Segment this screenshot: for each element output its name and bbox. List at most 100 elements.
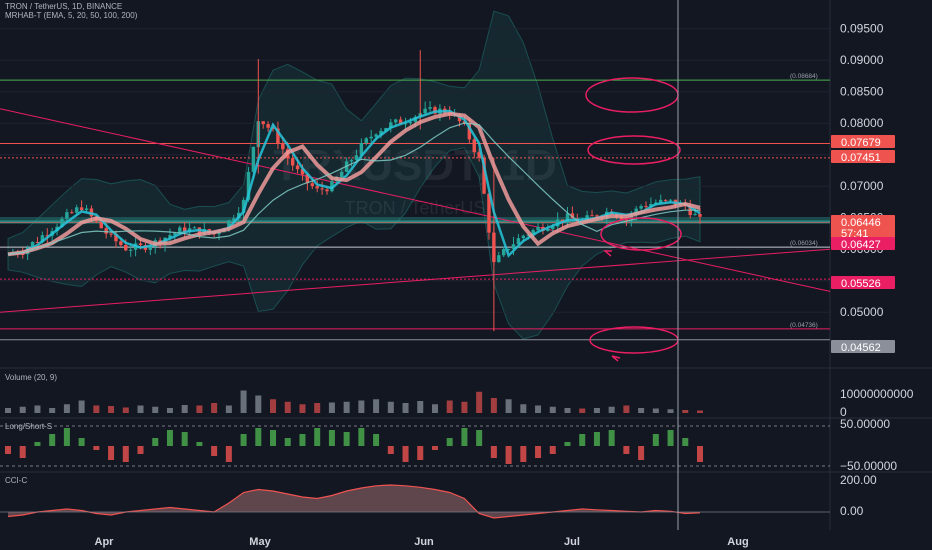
candle-body [168,235,172,238]
cci-title: CCI-C [5,476,27,485]
time-tick-label: Aug [727,536,748,548]
longshort-bar [667,430,674,446]
candle-body [320,188,324,190]
candle-body [428,107,432,109]
ema-fast [7,109,701,258]
longshort-bar [608,430,615,446]
candle-body [423,108,427,114]
longshort-bar [535,446,542,458]
candle-body [192,227,197,229]
candle-body [45,235,49,237]
candle-body [536,227,540,231]
volume-bar [93,405,100,413]
candle-body [271,127,275,129]
longshort-bar [152,438,159,446]
longshort-title: Long/Short-S [5,422,52,431]
candle-body [246,171,251,200]
cci-line [7,484,701,519]
candle-body [649,204,653,207]
longshort-pane: 50.00000 −50.00000 [0,417,897,473]
candle-body [472,139,476,153]
price-badge-bg [831,340,895,353]
candle-body [310,183,315,187]
candle-body [698,214,702,217]
candle-body [315,186,319,189]
horizontal-levels [0,79,830,341]
candle-body [182,227,187,233]
longshort-bar [122,446,129,462]
cci-tick-label: 0.00 [840,504,864,518]
longshort-bar [299,434,306,446]
candle-body [531,230,535,235]
longshort-bar [270,430,277,446]
candle-body [30,241,35,248]
longshort-bar [520,446,527,462]
candle-body [178,227,182,234]
candle-body [487,193,491,233]
candle-body [114,233,118,242]
longshort-bar [461,428,468,446]
candle-body [241,199,246,213]
candle-body [497,255,501,263]
candle-body [590,215,594,217]
trendline-descending [0,108,831,292]
indicator-title: MRHAB-T (EMA, 5, 20, 50, 100, 200) [5,11,138,20]
longshort-tick-label: −50.00000 [840,459,897,473]
price-tick-label: 0.09000 [840,53,884,67]
candle-body [501,249,506,256]
candle-body [359,142,364,156]
longshort-bar [593,432,600,446]
volume-bar [152,406,159,413]
volume-title: Volume (20, 9) [5,373,57,382]
volume-bar [34,405,41,413]
volume-bar [520,404,527,413]
candle-body [290,158,295,166]
longshort-bar [78,438,85,446]
volume-bar [314,403,321,413]
volume-bar [490,398,497,413]
volume-bar [328,402,335,413]
volume-bar [476,391,483,413]
volume-bar [358,400,365,413]
volume-bar [461,401,468,413]
candle-body [551,226,555,230]
longshort-bar [652,434,659,446]
moving-averages [7,109,701,258]
longshort-bar [490,446,497,458]
longshort-bar [373,434,380,446]
volume-bar [638,408,645,413]
volume-bar [697,410,703,413]
candle-body [374,134,378,137]
candle-body [35,241,40,243]
longshort-bar [638,446,645,460]
price-badge-bg [831,276,895,289]
longshort-bar [505,446,512,464]
longshort-bar [623,446,630,454]
volume-bar [535,405,542,413]
volume-bar [446,400,453,413]
candle-body [70,212,74,214]
longshort-bar [225,446,232,462]
candle-body [261,121,265,125]
volume-bar [5,408,11,413]
candle-body [295,165,300,170]
ema-slow [7,122,700,255]
volume-bar [387,401,394,413]
candle-body [565,213,570,223]
price-tick-label: 0.07000 [840,179,884,193]
candle-body [546,229,550,231]
time-tick-label: Apr [95,536,115,548]
volume-bar [49,408,56,413]
volume-bar [211,403,218,413]
candle-body [330,181,334,192]
trendline-ascending [0,248,831,313]
candle-body [266,124,270,128]
price-badges: 0.076790.074510.0644657:410.064270.05526… [831,135,895,354]
volume-pane: 10000000000 0 [5,387,914,419]
candle-body [393,119,398,123]
arrow-lower [611,355,621,362]
longshort-bar [196,442,203,446]
longshort-bar [181,432,188,446]
volume-bar [166,408,173,413]
